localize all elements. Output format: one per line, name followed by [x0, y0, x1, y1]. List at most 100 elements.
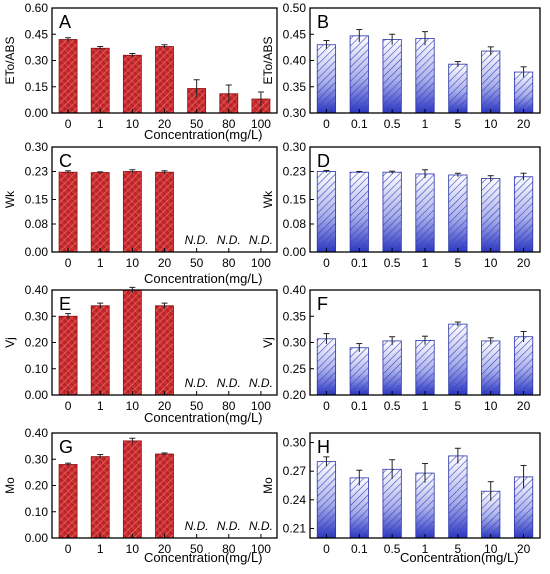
bar-H-1	[349, 477, 369, 539]
y-tick-label-G-3: 0.30	[25, 452, 49, 466]
y-axis-title-C: Wk	[3, 190, 17, 208]
x-tick-label-G-4: 50	[190, 542, 204, 556]
x-tick-label-C-3: 20	[158, 256, 172, 270]
x-tick-label-G-0: 0	[65, 542, 72, 556]
x-tick-label-C-0: 0	[65, 256, 72, 270]
x-tick-label-D-6: 20	[517, 256, 531, 270]
x-tick-label-H-2: 0.5	[384, 542, 401, 556]
x-tick-label-B-1: 0.1	[351, 117, 368, 131]
y-tick-label-F-3: 0.35	[283, 309, 307, 323]
y-axis-title-H: Mo	[261, 477, 275, 494]
y-tick-label-E-0: 0.00	[25, 388, 49, 402]
nd-label-G-2: N.D.	[249, 519, 273, 533]
x-tick-label-F-3: 1	[422, 399, 429, 413]
y-tick-label-D-0: 0.00	[283, 245, 307, 259]
x-axis-title-G: Concentration(mg/L)	[144, 550, 263, 565]
bar-F-5	[481, 340, 501, 396]
x-tick-label-E-2: 10	[126, 399, 140, 413]
bar-B-3	[415, 38, 435, 114]
chart-panel-a: 0.00 0.15 0.30 0.45 0.60 0 1 10 20 50 80 100 ETo/ABS…	[3, 1, 278, 131]
y-axis-title-B: ETo/ABS	[261, 36, 275, 84]
y-tick-label-E-4: 0.40	[25, 283, 49, 297]
nd-label-G-1: N.D.	[217, 519, 241, 533]
x-tick-label-B-0: 0	[323, 117, 330, 131]
y-tick-label-C-4: 0.30	[25, 140, 49, 154]
x-tick-label-B-6: 20	[517, 117, 531, 131]
y-tick-label-B-3: 0.45	[283, 27, 307, 41]
nd-label-C-0: N.D.	[185, 233, 209, 247]
panel-label-F: F	[317, 294, 328, 314]
x-tick-label-H-3: 1	[422, 542, 429, 556]
bar-B-4	[448, 63, 468, 114]
x-axis-title-A: Concentration(mg/L)	[144, 127, 263, 142]
bar-F-1	[349, 347, 369, 396]
y-axis-title-G: Mo	[3, 477, 17, 494]
chart-panel-h: 0.21 0.24 0.27 0.30 0 0.1 0.5 1 5 10 20 Mo H	[261, 432, 541, 556]
x-tick-label-C-5: 80	[222, 256, 236, 270]
bar-F-0	[316, 338, 337, 396]
x-tick-label-G-1: 1	[97, 542, 104, 556]
bar-G-0	[58, 464, 78, 539]
x-tick-label-D-3: 1	[422, 256, 429, 270]
x-tick-label-H-0: 0	[323, 542, 330, 556]
bar-G-3	[155, 453, 174, 539]
x-tick-label-E-5: 80	[222, 399, 236, 413]
y-tick-label-C-1: 0.08	[25, 217, 49, 231]
y-tick-label-F-1: 0.25	[283, 362, 307, 376]
x-tick-label-G-2: 10	[126, 542, 140, 556]
x-tick-label-C-1: 1	[97, 256, 104, 270]
x-tick-label-E-6: 100	[251, 399, 271, 413]
bar-A-1	[90, 47, 110, 114]
y-tick-label-A-0: 0.00	[25, 106, 49, 120]
y-tick-label-E-2: 0.20	[25, 336, 49, 350]
nd-label-C-1: N.D.	[217, 233, 241, 247]
x-tick-label-F-5: 10	[484, 399, 498, 413]
x-tick-label-F-1: 0.1	[351, 399, 368, 413]
x-tick-label-E-0: 0	[65, 399, 72, 413]
x-tick-label-E-1: 1	[97, 399, 104, 413]
bar-D-3	[415, 173, 435, 253]
y-axis-title-D: Wk	[261, 190, 275, 208]
bar-F-6	[513, 336, 534, 396]
bar-G-2	[122, 440, 142, 539]
x-tick-label-A-6: 100	[251, 117, 271, 131]
x-tick-label-A-5: 80	[222, 117, 236, 131]
nd-label-G-0: N.D.	[185, 519, 209, 533]
bar-B-1	[349, 35, 369, 114]
y-tick-label-C-0: 0.00	[25, 245, 49, 259]
x-axis-title-C: Concentration(mg/L)	[144, 271, 263, 286]
y-tick-label-A-1: 0.15	[25, 80, 49, 94]
bar-A-0	[58, 39, 78, 114]
x-tick-label-G-6: 100	[251, 542, 271, 556]
bar-F-4	[448, 323, 468, 396]
panel-label-B: B	[317, 12, 329, 32]
bar-D-4	[448, 174, 468, 253]
bar-B-6	[513, 71, 534, 114]
bar-H-3	[415, 472, 435, 539]
bar-H-2	[382, 468, 402, 539]
x-tick-label-D-2: 0.5	[384, 256, 401, 270]
x-tick-label-D-4: 5	[455, 256, 462, 270]
bar-D-2	[382, 171, 402, 253]
x-tick-label-E-4: 50	[190, 399, 204, 413]
y-tick-label-G-2: 0.20	[25, 479, 49, 493]
bar-E-1	[90, 305, 110, 396]
nd-label-C-2: N.D.	[249, 233, 273, 247]
panel-label-C: C	[59, 151, 72, 171]
y-tick-label-H-1: 0.24	[283, 493, 307, 507]
bar-D-0	[316, 171, 337, 253]
bar-D-5	[481, 178, 501, 253]
x-tick-label-E-3: 20	[158, 399, 172, 413]
y-tick-label-F-0: 0.20	[283, 388, 307, 402]
y-tick-label-H-2: 0.27	[283, 464, 307, 478]
bar-E-3	[155, 305, 174, 396]
x-tick-label-A-1: 1	[97, 117, 104, 131]
nd-label-E-0: N.D.	[185, 376, 209, 390]
x-tick-label-H-4: 5	[455, 542, 462, 556]
x-tick-label-C-2: 10	[126, 256, 140, 270]
y-tick-label-D-1: 0.08	[283, 217, 307, 231]
panel-label-E: E	[59, 294, 71, 314]
panel-label-G: G	[59, 437, 73, 457]
x-tick-label-D-5: 10	[484, 256, 498, 270]
